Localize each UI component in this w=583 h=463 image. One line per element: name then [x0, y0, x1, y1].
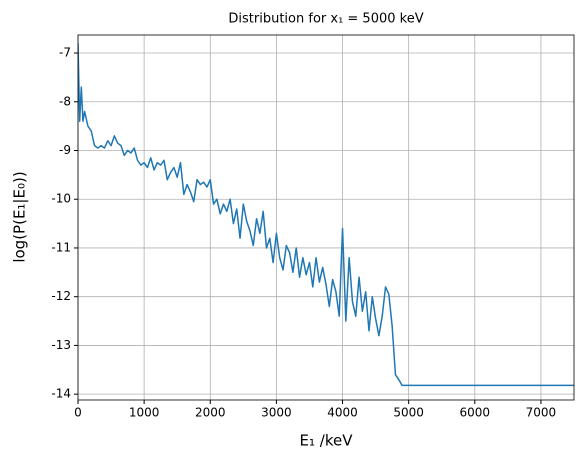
x-tick-label: 2000 [195, 406, 226, 420]
y-tick-label: -11 [51, 240, 71, 254]
x-tick-label: 3000 [261, 406, 292, 420]
y-tick-label: -12 [51, 289, 71, 303]
x-axis-label: E₁ /keV [300, 432, 354, 450]
y-tick-label: -9 [59, 143, 71, 157]
y-tick-label: -7 [59, 46, 71, 60]
x-tick-label: 4000 [327, 406, 358, 420]
x-tick-label: 1000 [129, 406, 160, 420]
plot-frame [77, 34, 575, 401]
y-tick-label: -10 [51, 192, 71, 206]
x-tick-label: 0 [74, 406, 82, 420]
y-tick-label: -14 [51, 387, 71, 401]
y-tick-label: -8 [59, 94, 71, 108]
data-line [78, 43, 574, 387]
x-tick-label: 6000 [460, 406, 491, 420]
x-tick-label: 7000 [526, 406, 557, 420]
y-axis-label: log(P(E₁|E₀)) [11, 171, 29, 262]
y-tick-label: -13 [51, 338, 71, 352]
chart-title: Distribution for x₁ = 5000 keV [228, 12, 423, 27]
x-tick-label: 5000 [393, 406, 424, 420]
